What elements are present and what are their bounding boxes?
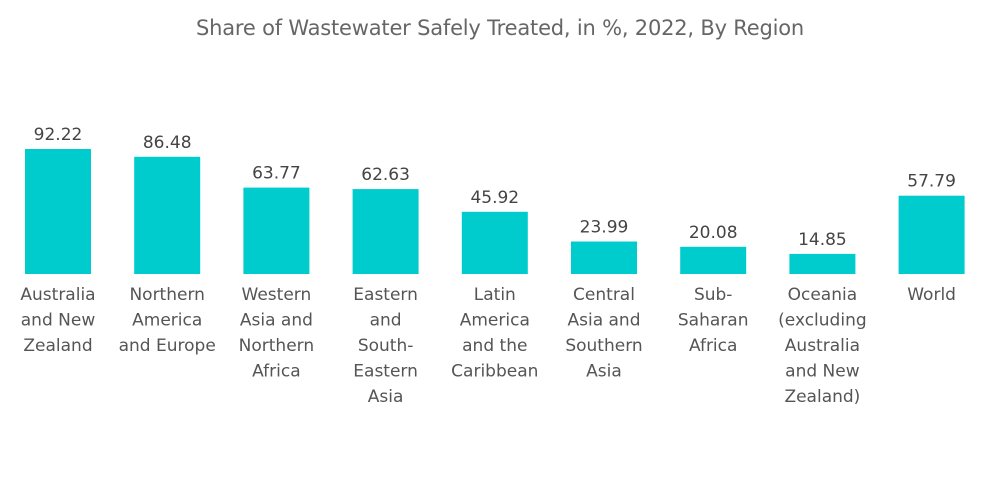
chart-title: Share of Wastewater Safely Treated, in %… xyxy=(196,16,804,40)
category-label-8: World xyxy=(907,285,956,305)
value-label-2: 63.77 xyxy=(252,164,301,184)
bar-1 xyxy=(134,156,201,274)
category-label-5: Central Asia and Southern Asia xyxy=(565,285,642,382)
bar-3 xyxy=(352,189,419,274)
bar-8 xyxy=(898,195,965,274)
category-label-1: Northern America and Europe xyxy=(119,285,216,356)
category-label-6: Sub-Saharan Africa xyxy=(678,285,749,356)
category-label-0: Australia and New Zealand xyxy=(20,285,95,356)
bars-group xyxy=(25,149,965,274)
category-label-7: Oceania (excluding Australia and New Zealand… xyxy=(778,285,866,407)
category-label-4: Latin America and the Caribbean xyxy=(451,285,538,382)
value-labels-group: 92.22 86.48 63.77 62.63 45.92 23.99 20.08 14.85… xyxy=(34,125,956,250)
value-label-8: 57.79 xyxy=(907,172,956,192)
value-label-0: 92.22 xyxy=(34,125,83,145)
value-label-7: 14.85 xyxy=(798,230,847,250)
category-label-2: Western Asia and Northern Africa xyxy=(239,285,314,382)
bar-4 xyxy=(461,211,528,274)
bar-7 xyxy=(789,253,856,274)
category-labels-group: Australia and New Zealand Northern America an… xyxy=(20,285,956,407)
value-label-4: 45.92 xyxy=(470,188,519,208)
bar-5 xyxy=(571,241,637,274)
bar-2 xyxy=(243,187,310,274)
category-label-3: Eastern and South-Eastern Asia xyxy=(353,285,418,407)
value-label-5: 23.99 xyxy=(580,218,629,238)
value-label-6: 20.08 xyxy=(689,223,738,243)
value-label-3: 62.63 xyxy=(361,165,410,185)
value-label-1: 86.48 xyxy=(143,133,192,153)
bar-0 xyxy=(25,149,91,274)
bar-6 xyxy=(680,246,747,274)
